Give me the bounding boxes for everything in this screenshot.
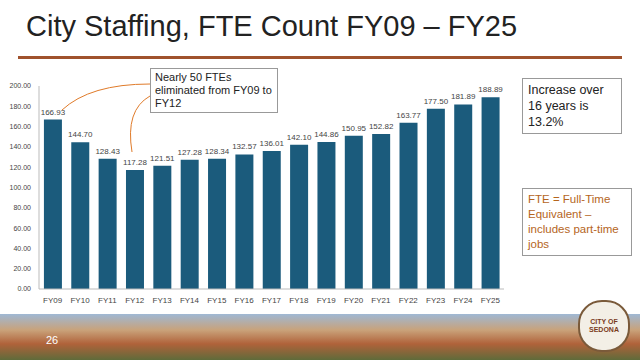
svg-text:FY23: FY23 [426, 296, 446, 305]
html-text:CITY OF SEDONA: CITY OF SEDONA [589, 318, 619, 333]
svg-text:FY18: FY18 [289, 296, 309, 305]
svg-text:144.70: 144.70 [68, 130, 93, 139]
svg-text:FY17: FY17 [262, 296, 282, 305]
svg-text:142.10: 142.10 [287, 133, 312, 142]
svg-text:127.28: 127.28 [177, 148, 202, 157]
svg-text:FY11: FY11 [98, 296, 117, 305]
html-text:Nearly 50 FTEs eliminated from: Nearly 50 FTEs eliminated from FY09 to F… [155, 71, 272, 109]
svg-text:0.00: 0.00 [17, 285, 31, 292]
svg-text:132.57: 132.57 [232, 142, 257, 151]
svg-text:FY25: FY25 [481, 296, 501, 305]
svg-text:188.89: 188.89 [478, 85, 503, 94]
html-text:FTE = Full-Time Equivalent – i: FTE = Full-Time Equivalent – includes pa… [528, 193, 619, 250]
svg-text:180.00: 180.00 [10, 103, 32, 110]
svg-text:160.00: 160.00 [10, 123, 32, 130]
svg-text:FY12: FY12 [125, 296, 145, 305]
svg-text:FY19: FY19 [317, 296, 337, 305]
svg-text:FY20: FY20 [344, 296, 364, 305]
svg-text:128.34: 128.34 [205, 147, 230, 156]
svg-text:121.51: 121.51 [150, 154, 175, 163]
svg-text:FY22: FY22 [399, 296, 419, 305]
svg-text:40.00: 40.00 [13, 245, 31, 252]
svg-text:FY24: FY24 [453, 296, 473, 305]
svg-text:152.82: 152.82 [369, 122, 394, 131]
svg-text:100.00: 100.00 [10, 184, 32, 191]
svg-text:117.28: 117.28 [123, 158, 147, 167]
svg-text:FY10: FY10 [70, 296, 90, 305]
svg-text:FY21: FY21 [371, 296, 391, 305]
html-text:Increase over 16 years is 13.2: Increase over 16 years is 13.2% [528, 83, 604, 129]
svg-text:FY13: FY13 [153, 296, 173, 305]
svg-text:FY09: FY09 [43, 296, 63, 305]
svg-text:80.00: 80.00 [13, 204, 31, 211]
svg-text:FY14: FY14 [180, 296, 200, 305]
svg-text:150.95: 150.95 [342, 124, 367, 133]
svg-text:136.01: 136.01 [260, 139, 285, 148]
svg-text:120.00: 120.00 [10, 164, 32, 171]
svg-text:177.50: 177.50 [424, 97, 449, 106]
svg-text:128.43: 128.43 [95, 147, 120, 156]
svg-text:181.89: 181.89 [451, 92, 476, 101]
svg-text:20.00: 20.00 [13, 265, 31, 272]
svg-text:FY15: FY15 [207, 296, 227, 305]
svg-text:60.00: 60.00 [13, 225, 31, 232]
svg-text:200.00: 200.00 [10, 82, 32, 89]
html-text:26: 26 [46, 334, 59, 346]
svg-text:163.77: 163.77 [396, 111, 421, 120]
svg-text:144.86: 144.86 [314, 130, 339, 139]
svg-text:140.00: 140.00 [10, 143, 32, 150]
svg-text:166.93: 166.93 [41, 108, 66, 117]
html-text:City Staffing, FTE Count FY09: City Staffing, FTE Count FY09 – FY25 [26, 10, 518, 42]
svg-text:FY16: FY16 [235, 296, 255, 305]
